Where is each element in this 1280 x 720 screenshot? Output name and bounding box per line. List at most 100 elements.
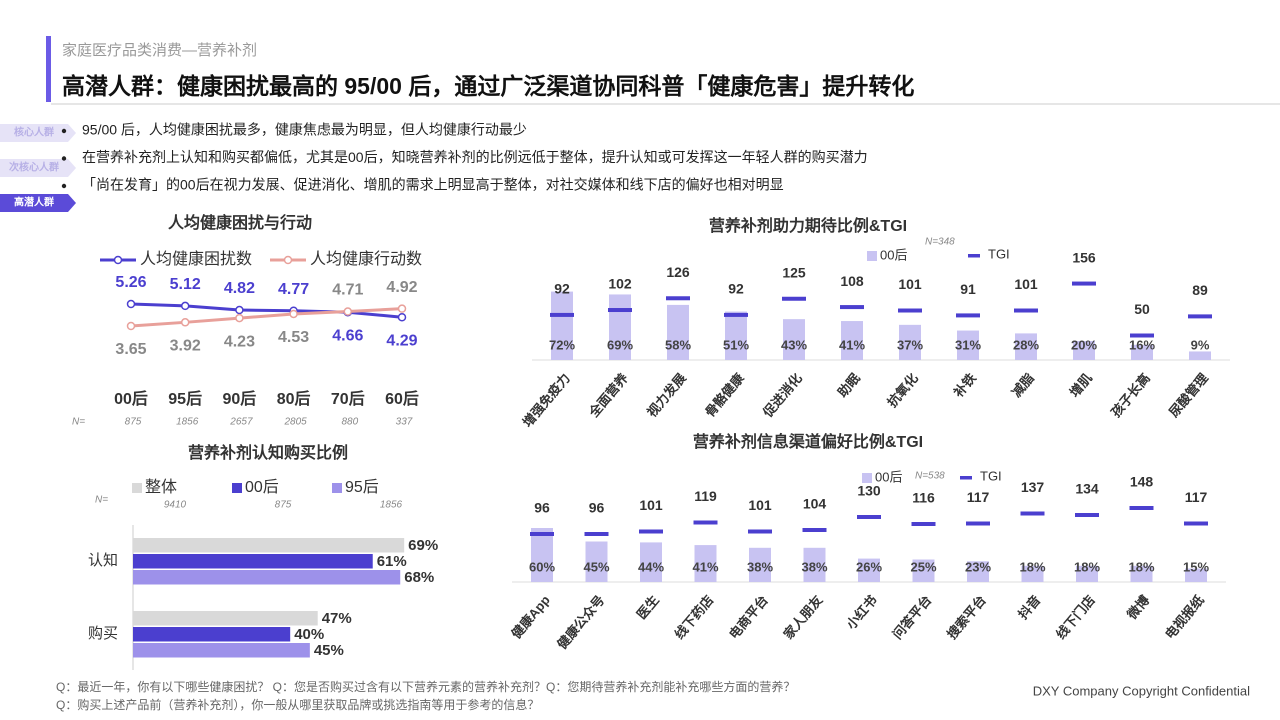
x-tick-label: 线下门店	[1053, 592, 1098, 641]
x-tick-label: 医生	[634, 592, 662, 622]
x-tick-label: 健康App	[508, 592, 552, 641]
tgi-label: 116	[912, 490, 935, 506]
x-tick-label: 70后	[331, 390, 365, 408]
x-tick-label: 60后	[385, 390, 419, 408]
tgi-label: 92	[554, 281, 570, 297]
tgi-label: 117	[1185, 489, 1208, 505]
n-label: N=	[95, 495, 108, 506]
tgi-marker	[666, 296, 690, 301]
bar-label: 37%	[897, 337, 923, 352]
tgi-marker	[1075, 513, 1099, 517]
x-tick-label: 增肌	[1067, 370, 1095, 400]
tgi-marker	[782, 296, 806, 301]
point	[289, 309, 298, 319]
bar	[1015, 333, 1037, 360]
bar-label: 61%	[377, 553, 407, 570]
bar	[858, 558, 880, 582]
bar	[1185, 568, 1207, 582]
tgi-label: 119	[694, 488, 717, 504]
tgi-marker	[802, 528, 827, 532]
y-tick-label: 认知	[88, 552, 118, 569]
point	[235, 313, 244, 323]
bar-label: 43%	[781, 337, 807, 352]
bar-label: 15%	[1183, 559, 1209, 574]
data-label: 4.92	[386, 279, 417, 296]
x-tick-label: 80后	[277, 390, 311, 408]
side-tab-label: 次核心人群	[9, 161, 59, 174]
legend-swatch	[232, 483, 242, 493]
bar	[133, 643, 310, 658]
note: N=348	[925, 237, 955, 248]
x-tick-label: 微博	[1124, 592, 1153, 622]
tgi-label: 50	[1134, 301, 1150, 317]
copyright: DXY Company Copyright Confidential	[1033, 683, 1250, 698]
n-value: 875	[125, 417, 142, 428]
tgi-label: 91	[960, 281, 976, 297]
data-label: 4.66	[332, 327, 363, 344]
x-tick-label: 家人朋友	[781, 592, 826, 641]
side-tab	[0, 159, 76, 177]
bar	[133, 570, 401, 585]
x-tick-label: 电商平台	[726, 592, 771, 641]
x-tick-label: 助眠	[835, 370, 863, 400]
tgi-marker	[1184, 521, 1208, 526]
bar	[1021, 565, 1044, 582]
x-tick-label: 尿酸管理	[1166, 370, 1211, 419]
bar-label: 28%	[1013, 337, 1039, 352]
tgi-label: 148	[1130, 474, 1154, 490]
bullet: 95/00 后，人均健康困扰最多，健康焦虑最为明显，但人均健康行动最少	[82, 122, 527, 138]
bar	[841, 321, 863, 360]
point	[397, 313, 407, 322]
bar-label: 72%	[549, 337, 575, 352]
bar-label: 23%	[965, 559, 991, 574]
legend-swatch	[867, 251, 877, 261]
x-tick-label: 减脂	[1009, 370, 1037, 400]
tgi-marker	[639, 529, 663, 534]
n-value: 2657	[229, 417, 253, 428]
bar-label: 25%	[910, 559, 936, 574]
chart-title: 人均健康困扰与行动	[168, 213, 312, 232]
bar-label: 18%	[1019, 559, 1045, 574]
legend-label: 00后	[880, 247, 907, 262]
data-label: 5.12	[170, 276, 201, 293]
legend-label: 人均健康困扰数	[140, 250, 252, 268]
tgi-label: 130	[857, 483, 881, 499]
n-value: 9410	[164, 500, 187, 511]
bar-label: 41%	[839, 337, 865, 352]
tgi-label: 96	[534, 500, 550, 516]
legend-swatch	[862, 473, 872, 483]
tgi-marker	[1130, 333, 1154, 338]
tgi-label: 156	[1072, 249, 1096, 265]
point	[343, 307, 353, 316]
point	[180, 301, 190, 311]
chart-title: 营养补剂助力期待比例&TGI	[709, 216, 907, 235]
data-label: 4.71	[332, 282, 363, 299]
chart-title: 营养补剂信息渠道偏好比例&TGI	[693, 432, 923, 451]
side-tab-label: 高潜人群	[14, 196, 54, 209]
bar	[783, 319, 805, 360]
data-label: 4.29	[386, 332, 417, 349]
tgi-marker	[840, 305, 864, 310]
question: Q：购买上述产品前（营养补充剂），你一般从哪里获取品牌或挑选指南等用于参考的信息…	[56, 697, 539, 712]
bullet: 「尚在发育」的00后在视力发展、促进消化、增肌的需求上明显高于整体，对社交媒体和…	[82, 177, 784, 193]
bar-label: 38%	[747, 559, 773, 574]
tgi-marker	[1188, 314, 1212, 319]
bar	[1073, 341, 1095, 360]
tgi-marker	[530, 532, 554, 536]
bar	[531, 528, 553, 582]
bar-label: 51%	[723, 337, 749, 352]
bar	[957, 330, 979, 360]
legend-label: 人均健康行动数	[310, 250, 422, 268]
tgi-label: 101	[898, 276, 922, 292]
bullet-dot	[61, 128, 67, 134]
bar-label: 44%	[638, 559, 664, 574]
x-tick-label: 骨骼健康	[702, 370, 748, 420]
bar	[667, 304, 689, 360]
series-line	[130, 302, 403, 319]
tgi-marker	[1072, 281, 1096, 286]
note: N=538	[915, 471, 945, 482]
tgi-label: 101	[639, 497, 663, 513]
point	[126, 321, 136, 331]
data-label: 5.26	[115, 274, 146, 291]
bar	[1189, 351, 1211, 360]
